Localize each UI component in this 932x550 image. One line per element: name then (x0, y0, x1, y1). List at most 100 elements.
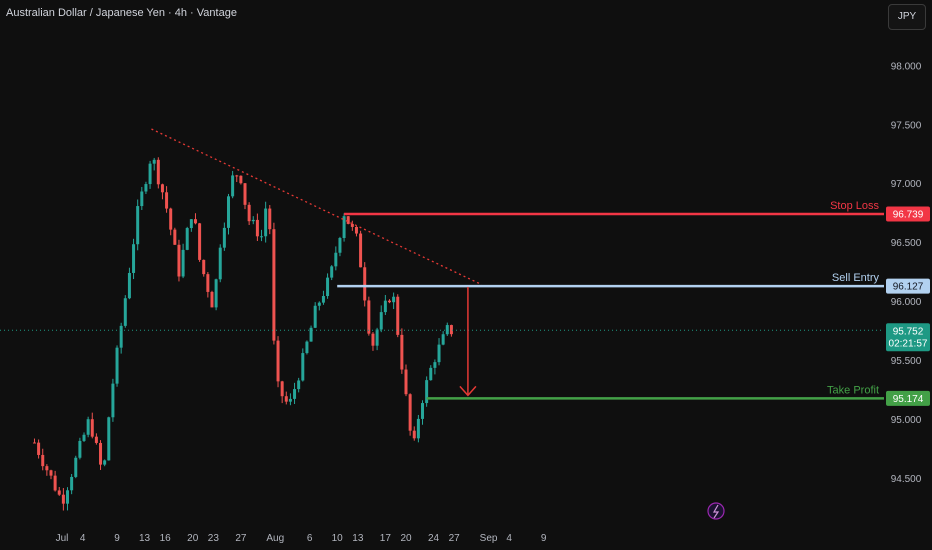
candle-body (255, 219, 259, 237)
candle-body (90, 419, 94, 437)
candle-body (189, 219, 193, 229)
candle-body (144, 184, 148, 192)
date-tick-label: 24 (428, 533, 440, 544)
candle-body (371, 333, 375, 346)
currency-button[interactable]: JPY (888, 4, 926, 30)
candle-body (243, 183, 247, 205)
candle-body (449, 325, 453, 335)
candle-body (160, 184, 164, 193)
candle-body (350, 223, 354, 227)
date-tick-label: 16 (160, 533, 172, 544)
candle-body (239, 175, 243, 184)
candle-body (317, 302, 321, 306)
candle-body (404, 369, 408, 395)
candle-body (359, 233, 363, 268)
target-arrow[interactable] (459, 286, 477, 397)
date-tick-label: 6 (307, 533, 313, 544)
candle-body (260, 236, 264, 238)
candle-body (412, 430, 416, 439)
candle-body (156, 159, 160, 185)
candle-body (86, 419, 90, 435)
date-tick-label: 17 (380, 533, 392, 544)
symbol-title: Australian Dollar / Japanese Yen · 4h · … (6, 7, 237, 19)
descending-trendline[interactable] (151, 128, 482, 286)
candle-body (342, 216, 346, 238)
candle-body (226, 196, 230, 228)
candle-body (82, 434, 86, 441)
candle-body (169, 208, 173, 230)
candle-body (437, 344, 441, 363)
candle-body (165, 192, 169, 209)
candle-body (421, 403, 425, 419)
date-tick-label: Jul (56, 533, 69, 544)
candle-body (280, 381, 284, 397)
candle-body (379, 312, 383, 330)
sell-entry-price: 96.127 (893, 282, 924, 293)
price-tick-label: 95.000 (891, 415, 922, 426)
candle-body (297, 380, 301, 390)
current-price: 95.752 (893, 326, 924, 337)
time-scale[interactable]: Jul 4 9 13 16 20 23 27 Aug 6 10 13 17 20 24 27 Sep 4 9 (56, 533, 547, 544)
candle-body (53, 475, 57, 491)
candle-body (136, 206, 140, 245)
candle-body (181, 249, 185, 277)
date-tick-label: Aug (266, 533, 284, 544)
candle-body (293, 389, 297, 399)
take-profit-label: Take Profit (827, 384, 879, 396)
candle-body (222, 227, 226, 248)
candle-body (185, 228, 189, 250)
candle-body (284, 396, 288, 402)
candle-body (61, 494, 65, 504)
candle-body (218, 247, 222, 280)
date-tick-label: 27 (235, 533, 247, 544)
bar-countdown: 02:21:57 (889, 338, 928, 349)
candle-body (383, 300, 387, 313)
candle-body (408, 394, 412, 431)
candle-body (326, 277, 330, 297)
candle-body (41, 454, 45, 467)
candle-body (268, 208, 272, 230)
sell-entry-price-tag: 96.127 (886, 278, 930, 294)
candle-body (210, 291, 214, 308)
candle-body (354, 226, 358, 234)
price-tick-label: 96.000 (891, 297, 922, 308)
candle-body (247, 204, 251, 222)
candle-body (375, 329, 379, 346)
candle-body (392, 296, 396, 303)
candle-body (338, 237, 342, 253)
candle-body (132, 244, 136, 273)
price-tick-label: 96.500 (891, 238, 922, 249)
candle-body (173, 229, 177, 245)
candle-body (123, 298, 127, 326)
candle-body (231, 175, 235, 197)
candle-body (32, 442, 36, 444)
candle-body (127, 272, 131, 299)
price-tick-label: 94.500 (891, 474, 922, 485)
arrow-head (459, 385, 477, 397)
candle-body (57, 490, 61, 495)
candle-body (78, 440, 82, 458)
price-tick-label: 97.000 (891, 179, 922, 190)
candle-body (49, 470, 53, 476)
stop-loss-price-tag: 96.739 (886, 206, 930, 222)
date-tick-label: 10 (332, 533, 344, 544)
date-tick-label: 4 (506, 533, 512, 544)
candle-body (152, 159, 156, 164)
price-scale[interactable]: 98.000 97.500 97.000 96.500 96.000 95.500 95.0… (891, 61, 922, 485)
candle-body (441, 334, 445, 345)
candle-body (313, 305, 317, 328)
candle-body (111, 383, 115, 418)
candle-body (140, 191, 144, 207)
candle-body (309, 327, 313, 342)
candle-body (330, 266, 334, 278)
stop-loss-label: Stop Loss (830, 200, 879, 212)
date-tick-label: 13 (139, 533, 151, 544)
candle-body (115, 347, 119, 384)
lightning-event-icon[interactable] (707, 502, 725, 520)
candle-body (425, 380, 429, 404)
candle-body (148, 163, 152, 185)
candle-body (177, 244, 181, 277)
take-profit-price: 95.174 (893, 394, 924, 405)
candle-body (94, 436, 98, 443)
